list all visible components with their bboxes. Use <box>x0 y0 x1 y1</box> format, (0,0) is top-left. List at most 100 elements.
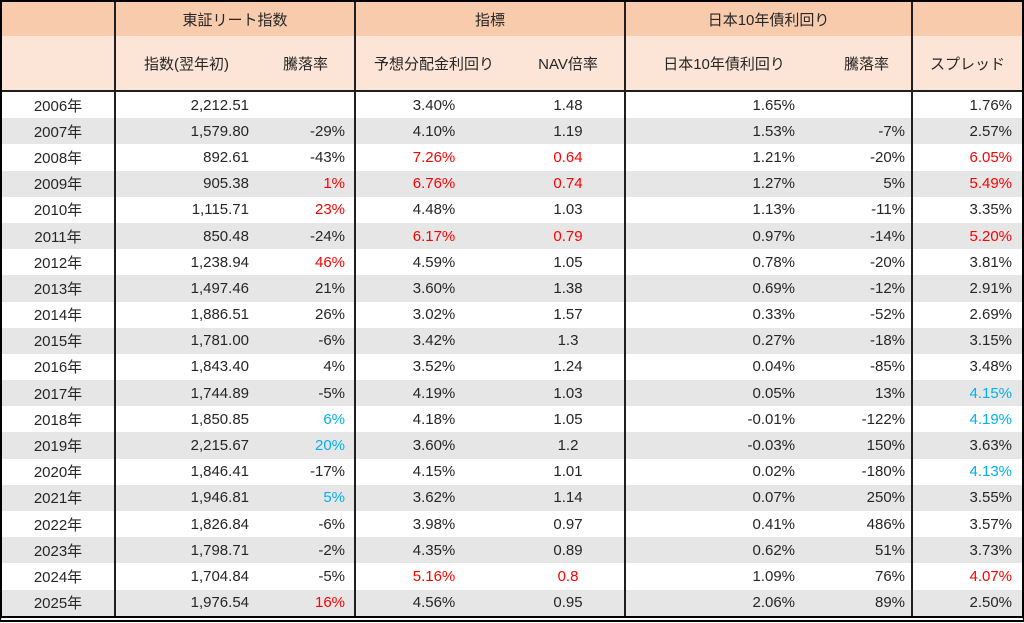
jgb-yield-cell: 1.53% <box>624 118 823 145</box>
div-yield-cell: 3.62% <box>354 484 513 511</box>
year-cell: 2023年 <box>33 542 83 560</box>
nav-ratio-cell: 0.97 <box>553 515 583 533</box>
year-cell: 2017年 <box>33 385 83 403</box>
table-header: 東証リート指数 指標 日本10年債利回り 指数(翌年初) 騰落率 予想分配金利回… <box>2 2 1023 92</box>
jgb-yield-cell: 0.33% <box>624 301 823 328</box>
spread-cell: 4.13% <box>911 458 1023 485</box>
jgb-yield-cell: 1.27% <box>624 170 823 197</box>
spread-cell: 3.15% <box>911 327 1023 354</box>
jgb-change-cell: 89% <box>875 594 906 612</box>
reit-change-cell: 23% <box>314 201 346 219</box>
jgb-yield-cell: 0.05% <box>624 380 823 407</box>
reit-index-cell: 1,579.80 <box>114 118 257 145</box>
reit-change-cell: 4% <box>323 358 346 376</box>
nav-ratio-cell: 0.89 <box>553 541 583 559</box>
spread-cell: 4.19% <box>911 406 1023 433</box>
reit-change-cell: -5% <box>318 567 346 585</box>
jgb-yield-cell: 0.62% <box>624 537 823 564</box>
spread-cell: 5.49% <box>911 170 1023 197</box>
reit-index-cell: 2,215.67 <box>114 432 257 459</box>
nav-ratio-cell: 1.19 <box>553 122 583 140</box>
spread-cell: 2.69% <box>911 301 1023 328</box>
spread-cell: 3.81% <box>911 249 1023 276</box>
spread-cell: 1.76% <box>911 91 1023 119</box>
group-header-jgb: 日本10年債利回り <box>624 2 913 36</box>
spread-cell: 2.50% <box>911 589 1023 616</box>
jgb-yield-cell: 2.06% <box>624 589 823 616</box>
spread-cell: 3.57% <box>911 511 1023 538</box>
jgb-yield-cell: 0.78% <box>624 249 823 276</box>
reit-index-cell: 1,946.81 <box>114 484 257 511</box>
table-row: 2023年 1,798.71 -2% 4.35% 0.89 0.62% 51% … <box>2 537 1023 564</box>
year-cell: 2013年 <box>33 280 83 298</box>
table-row: 2015年 1,781.00 -6% 3.42% 1.3 0.27% -18% … <box>2 327 1023 354</box>
col-header-jgb-change: 騰落率 <box>822 36 913 92</box>
reit-change-cell: -5% <box>318 384 346 402</box>
spread-cell: 4.15% <box>911 380 1023 407</box>
spread-cell: 2.91% <box>911 275 1023 302</box>
jgb-yield-cell: 1.21% <box>624 144 823 171</box>
year-cell: 2024年 <box>33 568 83 586</box>
jgb-yield-cell: -0.01% <box>624 406 823 433</box>
spread-cell: 3.55% <box>911 484 1023 511</box>
spread-cell: 4.07% <box>911 563 1023 590</box>
reit-change-cell: -6% <box>318 515 346 533</box>
jgb-change-cell: -18% <box>870 332 906 350</box>
nav-ratio-cell: 1.3 <box>557 332 579 350</box>
reit-index-cell: 1,976.54 <box>114 589 257 616</box>
reit-change-cell: 46% <box>314 253 346 271</box>
div-yield-cell: 6.17% <box>354 222 513 250</box>
table-row: 2016年 1,843.40 4% 3.52% 1.24 0.04% -85% … <box>2 353 1023 381</box>
col-header-change: 騰落率 <box>257 36 356 92</box>
col-header-nav-ratio: NAV倍率 <box>512 36 626 92</box>
nav-ratio-cell: 1.01 <box>553 463 583 481</box>
year-cell: 2009年 <box>33 176 83 194</box>
jgb-change-cell <box>822 91 912 118</box>
reit-change-cell: 20% <box>314 437 346 455</box>
div-yield-cell: 4.18% <box>354 406 513 433</box>
table-row: 2022年 1,826.84 -6% 3.98% 0.97 0.41% 486%… <box>2 511 1023 538</box>
year-cell: 2021年 <box>33 490 83 508</box>
reit-change-cell: 5% <box>323 489 346 507</box>
reit-index-cell: 850.48 <box>114 222 257 250</box>
year-cell: 2010年 <box>33 202 83 220</box>
jgb-change-cell: 51% <box>875 541 906 559</box>
year-cell: 2012年 <box>33 254 83 272</box>
jgb-change-cell: 76% <box>875 567 906 585</box>
reit-index-cell: 1,781.00 <box>114 327 257 354</box>
spread-cell: 3.35% <box>911 196 1023 223</box>
nav-ratio-cell: 1.05 <box>553 253 583 271</box>
jgb-change-cell: 5% <box>883 175 906 193</box>
div-yield-cell: 3.52% <box>354 353 513 381</box>
table-row: 2019年 2,215.67 20% 3.60% 1.2 -0.03% 150%… <box>2 432 1023 459</box>
column-header-row: 指数(翌年初) 騰落率 予想分配金利回り NAV倍率 日本10年債利回り 騰落率… <box>2 36 1023 92</box>
spread-cell: 6.05% <box>911 144 1023 171</box>
year-cell: 2016年 <box>33 359 83 377</box>
div-yield-cell: 3.02% <box>354 301 513 328</box>
jgb-change-cell: -180% <box>861 463 906 481</box>
jgb-yield-cell: 0.41% <box>624 511 823 538</box>
table-row: 2020年 1,846.41 -17% 4.15% 1.01 0.02% -18… <box>2 458 1023 485</box>
jgb-yield-cell: 0.69% <box>624 275 823 302</box>
nav-ratio-cell: 0.95 <box>553 594 583 612</box>
table-row: 2010年 1,115.71 23% 4.48% 1.03 1.13% -11%… <box>2 196 1023 223</box>
reit-index-cell: 1,497.46 <box>114 275 257 302</box>
jgb-yield-cell: -0.03% <box>624 432 823 459</box>
table-row: 2009年 905.38 1% 6.76% 0.74 1.27% 5% 5.49… <box>2 170 1023 197</box>
jgb-change-cell: -85% <box>870 358 906 376</box>
div-yield-cell: 5.16% <box>354 563 513 590</box>
table-row: 2021年 1,946.81 5% 3.62% 1.14 0.07% 250% … <box>2 484 1023 511</box>
table-row: 2024年 1,704.84 -5% 5.16% 0.8 1.09% 76% 4… <box>2 563 1023 590</box>
jgb-change-cell: 150% <box>866 437 906 455</box>
jgb-yield-cell: 0.07% <box>624 484 823 511</box>
year-cell: 2020年 <box>33 464 83 482</box>
col-header-index: 指数(翌年初) <box>114 36 257 92</box>
table-row: 2013年 1,497.46 21% 3.60% 1.38 0.69% -12%… <box>2 275 1023 302</box>
table-row: 2025年 1,976.54 16% 4.56% 0.95 2.06% 89% … <box>2 589 1023 616</box>
table-row: 2006年 2,212.51 3.40% 1.48 1.65% 1.76% <box>2 91 1023 119</box>
col-header-spread: スプレッド <box>911 36 1023 92</box>
spread-cell: 3.63% <box>911 432 1023 459</box>
nav-ratio-cell: 0.74 <box>553 175 583 193</box>
